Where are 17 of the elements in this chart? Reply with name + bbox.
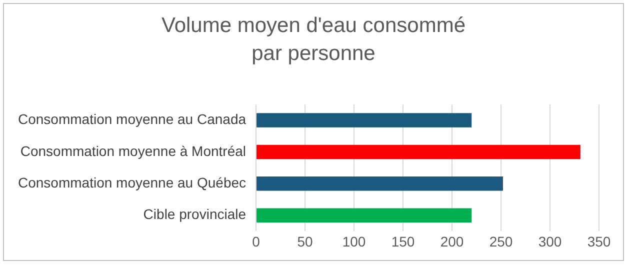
x-tick-label: 100 [342, 233, 366, 250]
x-tick-label: 250 [489, 233, 513, 250]
x-tick-label: 300 [538, 233, 562, 250]
y-tick-label: Consommation moyenne au Canada [18, 111, 246, 128]
bar [256, 208, 472, 222]
x-tick-label: 150 [391, 233, 415, 250]
y-tick-label: Consommation moyenne à Montréal [20, 142, 246, 159]
bar [256, 144, 580, 160]
y-tick-label: Consommation moyenne au Québec [18, 174, 246, 191]
bar [256, 176, 503, 191]
x-tick-label: 350 [587, 233, 611, 250]
x-tick-label: 200 [440, 233, 464, 250]
bar [256, 113, 472, 128]
y-tick-label: Cible provinciale [143, 206, 246, 222]
x-tick-label: 0 [252, 233, 260, 250]
chart-title: Volume moyen d'eau consommé par personne [160, 13, 466, 67]
x-tick-label: 50 [297, 233, 314, 250]
